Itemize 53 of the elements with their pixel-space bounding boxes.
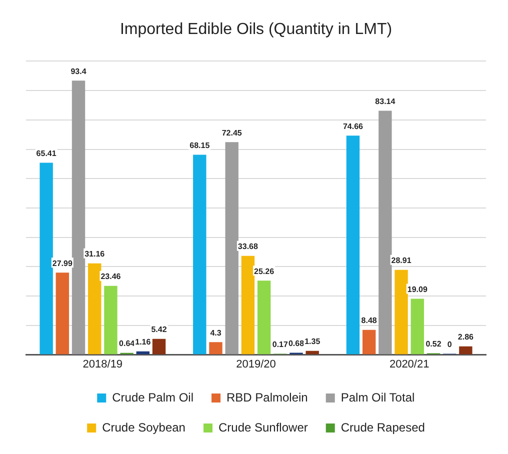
bar — [152, 338, 166, 354]
legend-label: Palm Oil Total — [340, 390, 415, 404]
bar — [136, 351, 150, 354]
bar — [225, 142, 238, 354]
data-label: 25.26 — [254, 266, 275, 276]
data-label: 0 — [447, 340, 452, 350]
data-label: 93.4 — [70, 66, 87, 76]
legend-label: Crude Sunflower — [218, 420, 308, 434]
data-label: 68.15 — [190, 140, 210, 150]
bar — [378, 110, 392, 354]
legend-label: RBD Palmolein — [226, 390, 308, 404]
bar — [362, 330, 376, 354]
bar — [257, 280, 271, 354]
data-label: 5.42 — [151, 325, 168, 334]
bar — [209, 342, 222, 354]
data-label: 2.86 — [458, 332, 474, 342]
bar — [394, 270, 408, 354]
data-label: 0.17 — [272, 340, 288, 350]
x-tick-label: 2018/19 — [82, 358, 123, 370]
data-label: 0.68 — [288, 339, 305, 348]
x-tick-label: 2020/21 — [389, 358, 430, 370]
bar — [88, 263, 102, 354]
data-label: 4.3 — [210, 328, 222, 338]
data-label: 19.09 — [407, 284, 428, 294]
bar — [193, 154, 206, 354]
data-label: 72.45 — [222, 128, 242, 138]
data-label: 23.46 — [100, 272, 122, 282]
data-label: 31.16 — [84, 250, 106, 259]
chart-title: Imported Edible Oils (Quantity in LMT) — [120, 21, 392, 38]
bar — [459, 346, 472, 354]
bar — [410, 298, 424, 354]
legend-label: Crude Rapesed — [340, 420, 425, 434]
data-label: 8.48 — [361, 316, 378, 326]
data-label: 0.52 — [426, 339, 442, 348]
data-label: 0.64 — [119, 339, 136, 348]
data-label: 65.41 — [36, 148, 57, 158]
bar — [72, 80, 86, 354]
data-label: 27.99 — [52, 258, 73, 268]
data-label: 83.14 — [375, 96, 396, 106]
legend-label: Crude Soybean — [102, 420, 186, 434]
data-label: 28.91 — [391, 256, 412, 266]
legend-label: Crude Palm Oil — [112, 390, 194, 404]
data-label: 1.35 — [304, 337, 321, 346]
data-label: 1.16 — [135, 338, 152, 347]
bar — [40, 162, 53, 354]
bar — [346, 136, 360, 354]
bar — [56, 272, 70, 354]
x-tick-label: 2019/20 — [236, 358, 276, 370]
data-label: 74.66 — [342, 122, 364, 131]
bar — [306, 350, 319, 354]
data-label: 33.68 — [238, 242, 259, 252]
bar — [104, 286, 118, 354]
bar — [241, 256, 255, 354]
